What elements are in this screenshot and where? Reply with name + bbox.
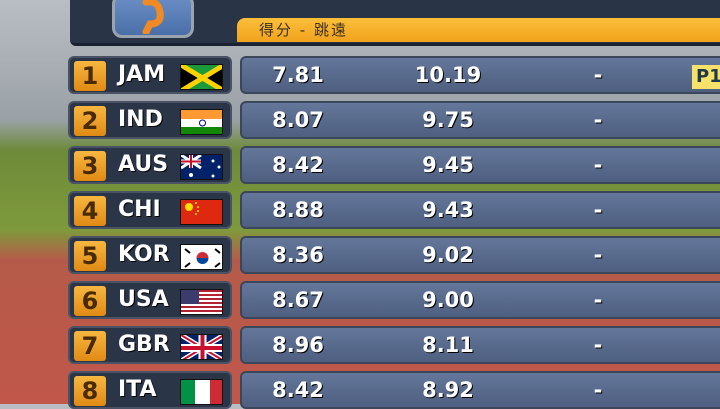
india-flag-icon	[180, 109, 223, 135]
score-attempt-2: 8.92	[422, 378, 474, 402]
score-attempt-3: -	[593, 63, 603, 87]
team-panel: 6 USA	[68, 281, 232, 319]
score-attempt-2: 10.19	[414, 63, 482, 87]
score-attempt-3: -	[593, 108, 603, 132]
score-attempt-1: 8.42	[272, 153, 324, 177]
score-attempt-2: 9.02	[422, 243, 474, 267]
score-panel: 8.42 9.45 -	[240, 146, 720, 184]
country-code: CHI	[118, 197, 161, 222]
china-flag-icon	[180, 199, 223, 225]
ranking-row: 7 GBR 8.96 8.11 -	[0, 326, 720, 364]
score-attempt-3: -	[593, 153, 603, 177]
ranking-row: 5 KOR 8.36 9.02 -	[0, 236, 720, 274]
country-code: USA	[118, 287, 169, 312]
score-attempt-2: 9.43	[422, 198, 474, 222]
score-panel: 8.07 9.75 -	[240, 101, 720, 139]
score-attempt-2: 8.11	[422, 333, 474, 357]
ranking-row: 8 ITA 8.42 8.92 -	[0, 371, 720, 409]
country-code: GBR	[118, 332, 170, 357]
ranking-row: 4 CHI 8.88 9.43 -	[0, 191, 720, 229]
score-attempt-3: -	[593, 198, 603, 222]
rank-badge: 2	[74, 106, 106, 136]
score-attempt-1: 8.96	[272, 333, 324, 357]
score-panel: 8.42 8.92 -	[240, 371, 720, 409]
rank-badge: 4	[74, 196, 106, 226]
score-attempt-3: -	[593, 243, 603, 267]
rank-badge: 5	[74, 241, 106, 271]
score-attempt-1: 8.36	[272, 243, 324, 267]
korea-flag-icon	[180, 244, 223, 270]
score-attempt-3: -	[593, 333, 603, 357]
usa-flag-icon	[180, 289, 223, 315]
ranking-row: 3 AUS 8.42 9.45 -	[0, 146, 720, 184]
jamaica-flag-icon	[180, 64, 223, 90]
score-attempt-1: 8.07	[272, 108, 324, 132]
team-panel: 4 CHI	[68, 191, 232, 229]
ranking-row: 1 JAM 7.81 10.19 - P1	[0, 56, 720, 94]
score-panel: 8.67 9.00 -	[240, 281, 720, 319]
results-header: 得分 - 跳遠	[70, 0, 720, 46]
score-panel: 8.36 9.02 -	[240, 236, 720, 274]
team-panel: 2 IND	[68, 101, 232, 139]
team-panel: 8 ITA	[68, 371, 232, 409]
australia-flag-icon	[180, 154, 223, 180]
rank-badge: 8	[74, 376, 106, 406]
country-code: KOR	[118, 242, 170, 267]
score-attempt-1: 7.81	[272, 63, 324, 87]
italy-flag-icon	[180, 379, 223, 405]
rank-badge: 7	[74, 331, 106, 361]
team-panel: 5 KOR	[68, 236, 232, 274]
rank-badge: 6	[74, 286, 106, 316]
long-jump-athlete-icon	[112, 0, 194, 38]
uk-flag-icon	[180, 334, 223, 360]
country-code: IND	[118, 107, 163, 132]
ranking-row: 2 IND 8.07 9.75 -	[0, 101, 720, 139]
score-panel: 7.81 10.19 - P1	[240, 56, 720, 94]
score-attempt-2: 9.00	[422, 288, 474, 312]
score-attempt-2: 9.75	[422, 108, 474, 132]
event-title: 得分 - 跳遠	[237, 18, 720, 42]
team-panel: 1 JAM	[68, 56, 232, 94]
rank-badge: 3	[74, 151, 106, 181]
score-attempt-3: -	[593, 378, 603, 402]
score-panel: 8.96 8.11 -	[240, 326, 720, 364]
score-attempt-2: 9.45	[422, 153, 474, 177]
team-panel: 3 AUS	[68, 146, 232, 184]
player-badge: P1	[692, 65, 720, 89]
score-attempt-1: 8.42	[272, 378, 324, 402]
rank-badge: 1	[74, 61, 106, 91]
country-code: JAM	[118, 62, 166, 87]
score-attempt-1: 8.67	[272, 288, 324, 312]
score-panel: 8.88 9.43 -	[240, 191, 720, 229]
country-code: AUS	[118, 152, 169, 177]
team-panel: 7 GBR	[68, 326, 232, 364]
score-attempt-3: -	[593, 288, 603, 312]
ranking-row: 6 USA 8.67 9.00 -	[0, 281, 720, 319]
country-code: ITA	[118, 377, 157, 402]
score-attempt-1: 8.88	[272, 198, 324, 222]
